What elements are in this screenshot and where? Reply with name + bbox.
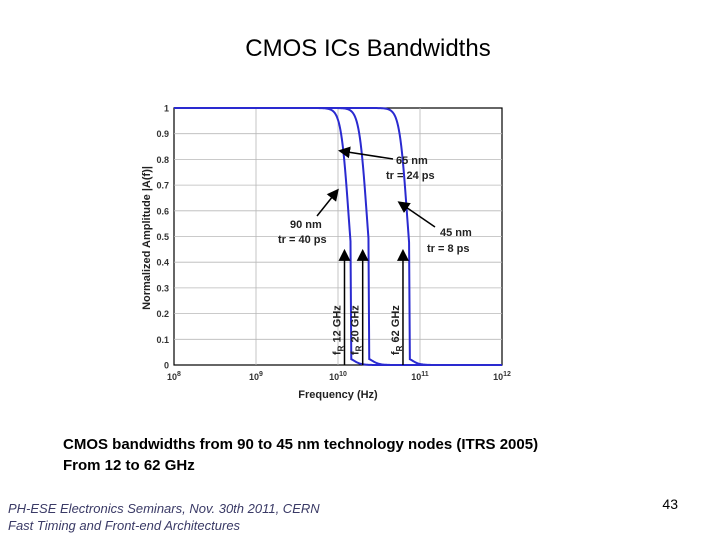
annotation-65nm-line1: 65 nm bbox=[396, 155, 428, 167]
y-tick-label: 0.4 bbox=[156, 258, 169, 268]
slide-caption: CMOS bandwidths from 90 to 45 nm technol… bbox=[63, 434, 538, 476]
annotation-90nm-line2: tr = 40 ps bbox=[278, 234, 327, 246]
page-number: 43 bbox=[662, 496, 678, 512]
bandwidth-chart: 0 0.1 0.2 0.3 0.4 0.5 0.6 0.7 0.8 0.9 1 108 109 1010 1… bbox=[141, 104, 511, 402]
bandwidth-label: fR 20 GHz bbox=[350, 305, 364, 355]
annotation-45nm-line1: 45 nm bbox=[440, 227, 472, 239]
y-tick-label: 0 bbox=[164, 361, 169, 371]
x-tick-label: 109 bbox=[249, 371, 263, 382]
slide-footer: PH-ESE Electronics Seminars, Nov. 30th 2… bbox=[8, 500, 320, 534]
caption-line-2: From 12 to 62 GHz bbox=[63, 457, 195, 474]
annotation-90nm-line1: 90 nm bbox=[290, 219, 322, 231]
y-tick-label: 1 bbox=[164, 104, 169, 114]
y-tick-label: 0.5 bbox=[156, 232, 169, 242]
y-tick-label: 0.7 bbox=[156, 181, 169, 191]
y-tick-label: 0.9 bbox=[156, 129, 169, 139]
x-axis-label: Frequency (Hz) bbox=[298, 389, 378, 401]
y-tick-label: 0.2 bbox=[156, 309, 169, 319]
y-axis-label: Normalized Amplitude |A(f)| bbox=[141, 166, 153, 310]
footer-line-1: PH-ESE Electronics Seminars, Nov. 30th 2… bbox=[8, 501, 320, 516]
y-tick-label: 0.6 bbox=[156, 206, 169, 216]
y-tick-label: 0.3 bbox=[156, 283, 169, 293]
bandwidth-label: fR 62 GHz bbox=[390, 305, 404, 355]
x-tick-label: 1011 bbox=[411, 371, 429, 382]
y-tick-label: 0.8 bbox=[156, 155, 169, 165]
series-curve bbox=[174, 107, 502, 366]
bandwidth-label: fR 12 GHz bbox=[331, 305, 345, 355]
footer-line-2: Fast Timing and Front-end Architectures bbox=[8, 518, 241, 533]
annotation-45nm-line2: tr = 8 ps bbox=[427, 243, 470, 255]
caption-line-1: CMOS bandwidths from 90 to 45 nm technol… bbox=[63, 436, 539, 453]
x-tick-label: 1010 bbox=[329, 371, 347, 382]
x-tick-label: 1012 bbox=[493, 371, 511, 382]
x-tick-label: 108 bbox=[167, 371, 181, 382]
annotation-65nm-line2: tr = 24 ps bbox=[386, 170, 435, 182]
slide-title: CMOS ICs Bandwidths bbox=[245, 35, 491, 62]
annotation-90nm-arrow bbox=[316, 188, 339, 217]
annotation-65nm-arrow bbox=[338, 146, 394, 160]
y-tick-label: 0.1 bbox=[156, 335, 169, 345]
annotation-45nm-arrow bbox=[397, 201, 436, 228]
